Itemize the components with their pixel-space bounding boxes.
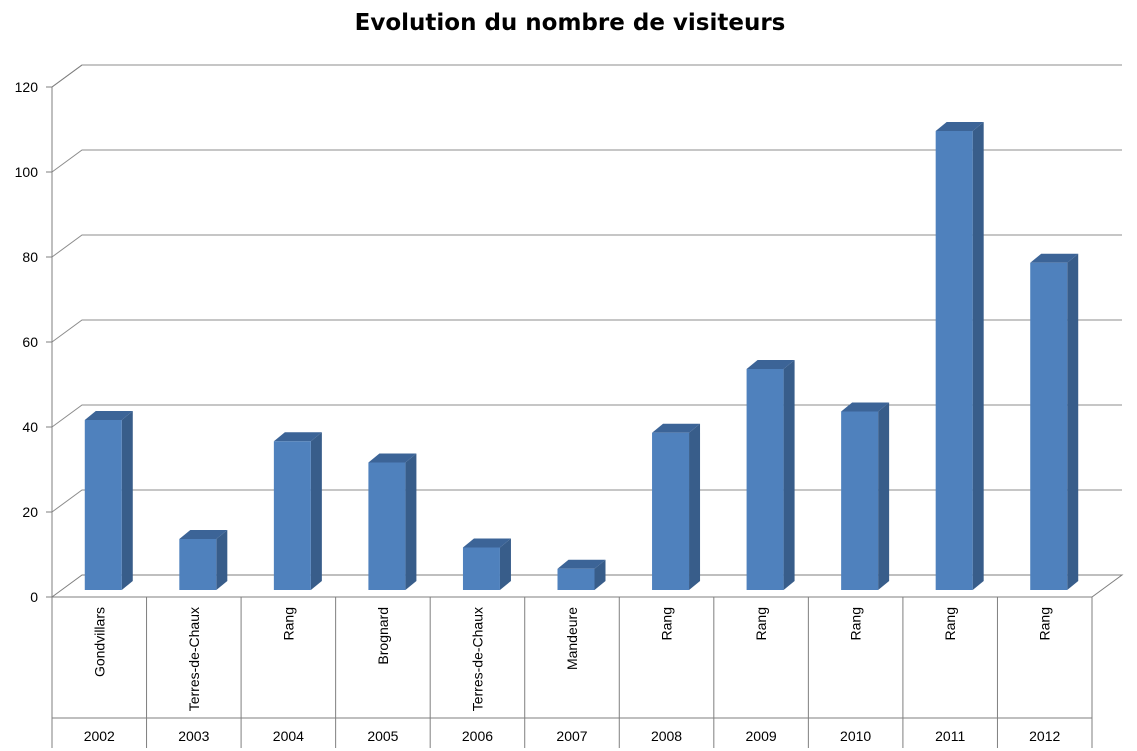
wall-top-edge xyxy=(51,64,83,88)
category-labels: Gondvillars 2002 Terres-de-Chaux 2003 Rang 20… xyxy=(84,607,1061,744)
bar-front xyxy=(841,411,879,590)
y-tick-label: 20 xyxy=(22,504,38,520)
bar-front xyxy=(84,420,122,590)
bar-front xyxy=(935,131,973,590)
y-tick-label: 100 xyxy=(15,164,39,180)
bar-top xyxy=(179,530,228,539)
gridline xyxy=(51,64,1122,88)
category-year-label: 2010 xyxy=(840,728,871,744)
axes: 0 20 40 60 80 100 120 xyxy=(15,64,1124,748)
category-place-label: Terres-de-Chaux xyxy=(186,607,202,711)
category-place-label: Mandeure xyxy=(564,607,580,670)
bar xyxy=(462,538,511,590)
bar-top xyxy=(652,423,701,433)
bar xyxy=(273,432,322,590)
bar xyxy=(84,411,133,590)
chart-title: Evolution du nombre de visiteurs xyxy=(355,10,786,36)
bar-top xyxy=(557,559,606,569)
category-year-label: 2008 xyxy=(651,728,682,744)
y-tick-label: 60 xyxy=(22,334,38,350)
category-year-label: 2011 xyxy=(935,728,965,744)
category-year-label: 2007 xyxy=(556,728,587,744)
bar-side xyxy=(310,432,322,590)
y-tick-label: 80 xyxy=(22,249,38,265)
bar-front xyxy=(179,539,217,590)
category-place-label: Rang xyxy=(942,607,958,640)
bar-front xyxy=(462,547,500,590)
category-place-label: Rang xyxy=(1037,607,1053,640)
bar xyxy=(746,360,795,590)
bar xyxy=(841,402,890,590)
bar-top xyxy=(273,432,322,442)
bar-side xyxy=(499,538,511,590)
bar-top xyxy=(1030,253,1079,263)
bar-side xyxy=(594,559,606,590)
y-tick-label: 120 xyxy=(15,79,39,95)
bar xyxy=(652,423,701,590)
bar-top xyxy=(462,538,511,548)
category-year-label: 2006 xyxy=(462,728,493,744)
gridline xyxy=(51,319,1122,343)
bar xyxy=(1030,253,1079,590)
floor xyxy=(50,574,1124,598)
bar-top xyxy=(368,453,417,463)
bar-front xyxy=(652,432,690,590)
category-place-label: Gondvillars xyxy=(91,607,107,677)
bar xyxy=(368,453,417,590)
bar-side xyxy=(121,411,133,590)
bar-front xyxy=(557,568,595,590)
bar-side xyxy=(216,530,228,590)
bar-side xyxy=(783,360,795,590)
bar-front xyxy=(1030,262,1068,590)
bar-side xyxy=(1067,253,1079,590)
bar-side xyxy=(972,122,984,590)
category-year-label: 2009 xyxy=(746,728,777,744)
bar-top xyxy=(935,122,984,131)
category-place-label: Rang xyxy=(280,607,296,640)
bar-side xyxy=(878,402,890,590)
category-year-label: 2005 xyxy=(367,728,398,744)
bar-front xyxy=(273,441,311,590)
bar-front xyxy=(746,369,784,590)
gridline xyxy=(51,149,1122,173)
bar-side xyxy=(405,453,417,590)
category-year-label: 2003 xyxy=(178,728,209,744)
bar-front xyxy=(368,462,406,590)
bar xyxy=(935,122,984,590)
y-tick-label: 0 xyxy=(30,589,38,605)
category-place-label: Rang xyxy=(659,607,675,640)
category-place-label: Brognard xyxy=(375,607,391,665)
category-place-label: Rang xyxy=(848,607,864,640)
y-tick-label: 40 xyxy=(22,419,38,435)
gridline xyxy=(51,234,1122,258)
category-year-label: 2002 xyxy=(84,728,115,744)
category-year-label: 2012 xyxy=(1029,728,1060,744)
bar-top xyxy=(841,402,890,412)
category-place-label: Rang xyxy=(753,607,769,640)
bars xyxy=(84,122,1079,590)
category-year-label: 2004 xyxy=(273,728,304,744)
bar-top xyxy=(84,411,133,420)
bar-side xyxy=(689,423,701,590)
bar-top xyxy=(746,360,795,369)
bar xyxy=(179,530,228,590)
bar xyxy=(557,559,606,590)
category-place-label: Terres-de-Chaux xyxy=(469,607,485,711)
